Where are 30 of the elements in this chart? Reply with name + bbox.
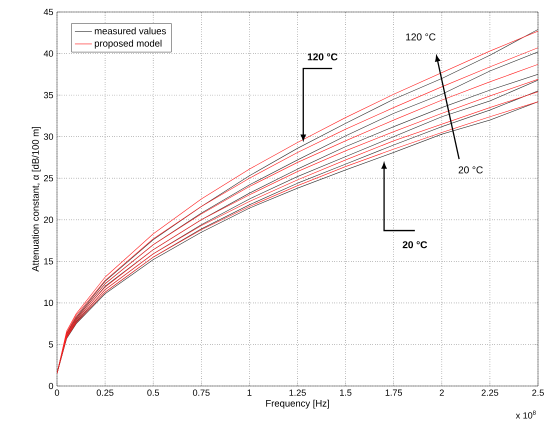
legend-label: proposed model: [94, 40, 162, 49]
y-tick-label: 20: [44, 216, 54, 223]
x-tick-label: 1.5: [340, 390, 352, 396]
annotation: 120 °C: [308, 53, 338, 60]
x-tick-label: 1.25: [289, 390, 306, 396]
x-tick-label: 2.5: [532, 390, 544, 396]
legend-label: measured values: [94, 27, 166, 34]
y-axis-title: Attenuation constant, α [dB/100 m]: [32, 126, 41, 272]
annotation: 120 °C: [406, 33, 436, 40]
x-axis-title: Frequency [Hz]: [266, 400, 329, 409]
y-tick-label: 30: [44, 133, 54, 140]
x-tick-label: 2: [440, 390, 444, 396]
y-tick-label: 0: [48, 382, 54, 390]
y-tick-label: 45: [44, 8, 54, 16]
annotation: 20 °C: [402, 241, 428, 248]
y-tick-label: 10: [44, 300, 54, 306]
x-tick-label: 1: [248, 390, 252, 396]
x-tick-label: 0.75: [192, 390, 210, 396]
text: x 10$^{8}$: [516, 410, 536, 419]
x-tick-label: 0.5: [147, 390, 160, 396]
y-tick-label: 40: [44, 50, 54, 57]
x-tick-label: 0: [54, 390, 60, 396]
y-tick-label: 25: [44, 175, 54, 182]
x-tick-label: 2.25: [482, 390, 498, 396]
x-tick-label: 1.75: [386, 390, 402, 396]
y-tick-label: 15: [44, 258, 54, 264]
y-tick-label: 35: [44, 92, 54, 98]
x-tick-label: 0.25: [96, 390, 114, 396]
y-tick-label: 5: [48, 341, 54, 348]
annotation: 20 °C: [458, 166, 483, 174]
